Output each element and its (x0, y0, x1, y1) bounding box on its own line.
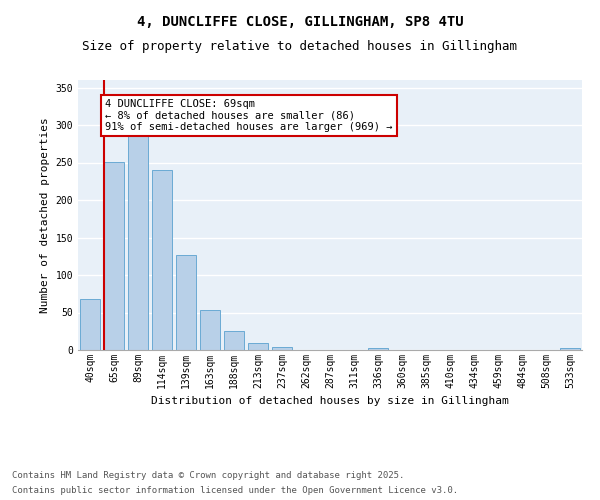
Bar (104, 162, 124, 350)
Bar (560, 348, 580, 350)
Bar (128, 132, 148, 350)
Text: Contains HM Land Registry data © Crown copyright and database right 2025.: Contains HM Land Registry data © Crown c… (12, 471, 404, 480)
Bar (152, 170, 172, 350)
Y-axis label: Number of detached properties: Number of detached properties (40, 117, 50, 313)
Bar (272, 347, 292, 350)
Bar (368, 348, 388, 350)
Bar (248, 342, 268, 350)
Text: 4 DUNCLIFFE CLOSE: 69sqm
← 8% of detached houses are smaller (86)
91% of semi-de: 4 DUNCLIFFE CLOSE: 69sqm ← 8% of detache… (105, 99, 392, 132)
Bar (224, 332, 244, 350)
Text: Size of property relative to detached houses in Gillingham: Size of property relative to detached ho… (83, 40, 517, 53)
Bar (80, 299, 100, 350)
Bar (200, 310, 220, 350)
Bar (176, 255, 196, 350)
Text: Contains public sector information licensed under the Open Government Licence v3: Contains public sector information licen… (12, 486, 458, 495)
X-axis label: Distribution of detached houses by size in Gillingham: Distribution of detached houses by size … (151, 396, 509, 406)
Text: 4, DUNCLIFFE CLOSE, GILLINGHAM, SP8 4TU: 4, DUNCLIFFE CLOSE, GILLINGHAM, SP8 4TU (137, 15, 463, 29)
